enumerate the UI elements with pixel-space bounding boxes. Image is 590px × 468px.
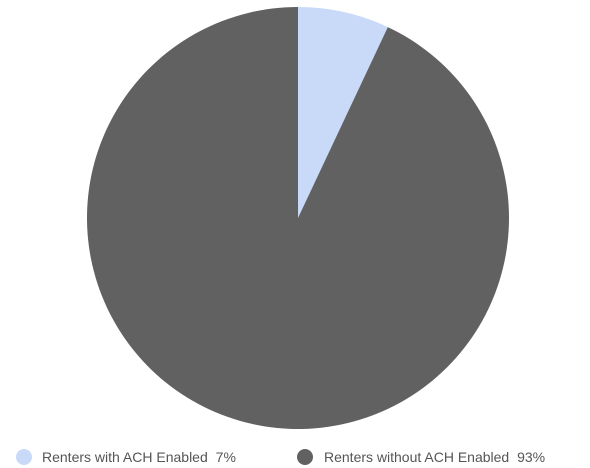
svg-text:Renters with ACH Enabled: Renters with ACH Enabled 7%: [42, 449, 236, 465]
legend-value-without-ach: 93%: [517, 449, 545, 465]
legend-swatch-without-ach: [297, 449, 313, 465]
legend-value-with-ach: 7%: [216, 449, 236, 465]
pie-slice-without-ach[interactable]: [87, 7, 510, 430]
legend-label-with-ach: Renters with ACH Enabled: [42, 449, 208, 465]
pie-slices: [87, 7, 510, 430]
legend-item-with-ach[interactable]: Renters with ACH Enabled 7%: [16, 449, 236, 465]
pie-slice-with-ach[interactable]: [298, 7, 388, 218]
legend: Renters with ACH Enabled 7% Renters with…: [16, 449, 545, 465]
svg-text:Renters without ACH Enabled: Renters without ACH Enabled 93%: [324, 449, 545, 465]
legend-swatch-with-ach: [16, 449, 32, 465]
legend-item-without-ach[interactable]: Renters without ACH Enabled 93%: [297, 449, 545, 465]
legend-label-without-ach: Renters without ACH Enabled: [324, 449, 509, 465]
